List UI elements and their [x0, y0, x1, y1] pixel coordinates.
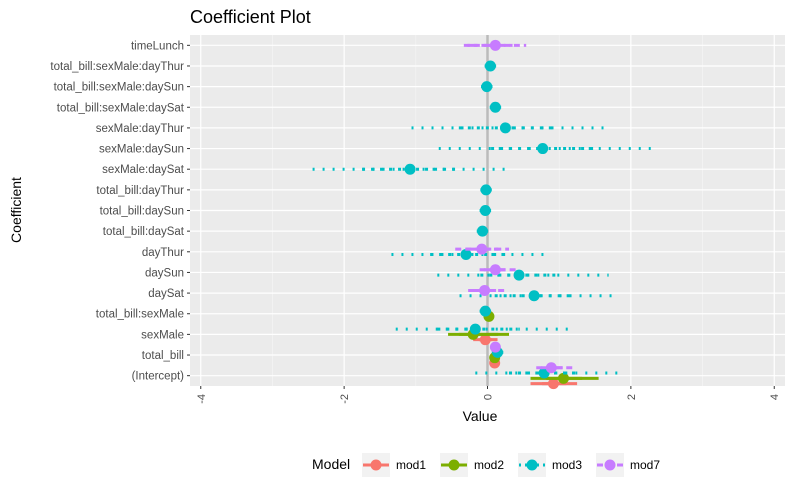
point-mod7 — [489, 341, 501, 353]
legend-point-mod2 — [448, 459, 460, 471]
y-axis-label: Coefficient — [8, 177, 24, 243]
y-tick-label: total_bill — [142, 350, 184, 362]
point-mod3 — [479, 205, 491, 216]
point-mod3 — [537, 143, 549, 155]
chart-title: Coefficient Plot — [190, 7, 311, 27]
y-tick-label: total_bill:sexMale:dayThur — [50, 61, 184, 73]
y-tick-label: total_bill:dayThur — [96, 185, 184, 197]
y-tick-label: daySun — [145, 267, 184, 279]
x-tick-label: -2 — [339, 394, 351, 404]
legend-label-mod2: mod2 — [474, 458, 504, 472]
y-tick-label: sexMale — [141, 329, 184, 341]
y-tick-label: total_bill:sexMale:daySat — [57, 102, 185, 114]
legend-label-mod1: mod1 — [396, 458, 426, 472]
point-mod3 — [460, 248, 472, 260]
point-mod3 — [469, 323, 481, 335]
y-tick-label: sexMale:daySun — [99, 144, 184, 156]
point-mod3 — [404, 163, 416, 175]
y-tick-label: total_bill:daySat — [103, 226, 185, 238]
legend-label-mod7: mod7 — [630, 458, 660, 472]
point-mod7 — [545, 362, 557, 374]
y-tick-label: (Intercept) — [132, 371, 185, 383]
point-mod2 — [557, 372, 569, 384]
y-tick-label: timeLunch — [131, 40, 184, 52]
point-mod7 — [479, 284, 491, 296]
legend-point-mod1 — [370, 459, 382, 471]
point-mod7 — [489, 39, 501, 51]
y-tick-label: dayThur — [142, 247, 184, 259]
point-mod3 — [476, 225, 488, 237]
x-tick-label: 4 — [769, 394, 781, 400]
y-tick-label: daySat — [148, 288, 185, 300]
y-tick-label: sexMale:daySat — [102, 164, 185, 176]
point-mod3 — [481, 81, 493, 93]
x-tick-label: 0 — [483, 394, 495, 400]
x-tick-label: -4 — [196, 394, 208, 404]
point-mod3 — [489, 101, 501, 113]
point-mod7 — [489, 264, 501, 276]
point-mod3 — [480, 184, 492, 196]
legend-point-mod3 — [526, 459, 538, 471]
point-mod1 — [547, 378, 559, 390]
point-mod3 — [479, 305, 491, 317]
x-tick-label: 2 — [626, 394, 638, 400]
legend-point-mod7 — [604, 459, 616, 471]
point-mod3 — [528, 290, 540, 302]
legend-label-mod3: mod3 — [552, 458, 582, 472]
legend: Model mod1 mod2 mod3 mod7 — [312, 453, 660, 477]
y-tick-label: sexMale:dayThur — [96, 123, 184, 135]
y-tick-label: total_bill:sexMale — [96, 309, 184, 321]
x-axis-label: Value — [463, 408, 498, 424]
y-tick-label: total_bill:sexMale:daySun — [54, 82, 184, 94]
point-mod7 — [476, 243, 488, 255]
point-mod3 — [513, 269, 525, 281]
point-mod3 — [499, 122, 511, 134]
y-tick-label: total_bill:daySun — [100, 206, 184, 218]
point-mod3 — [484, 60, 496, 72]
point-mod1 — [479, 334, 491, 346]
legend-title: Model — [312, 456, 350, 472]
